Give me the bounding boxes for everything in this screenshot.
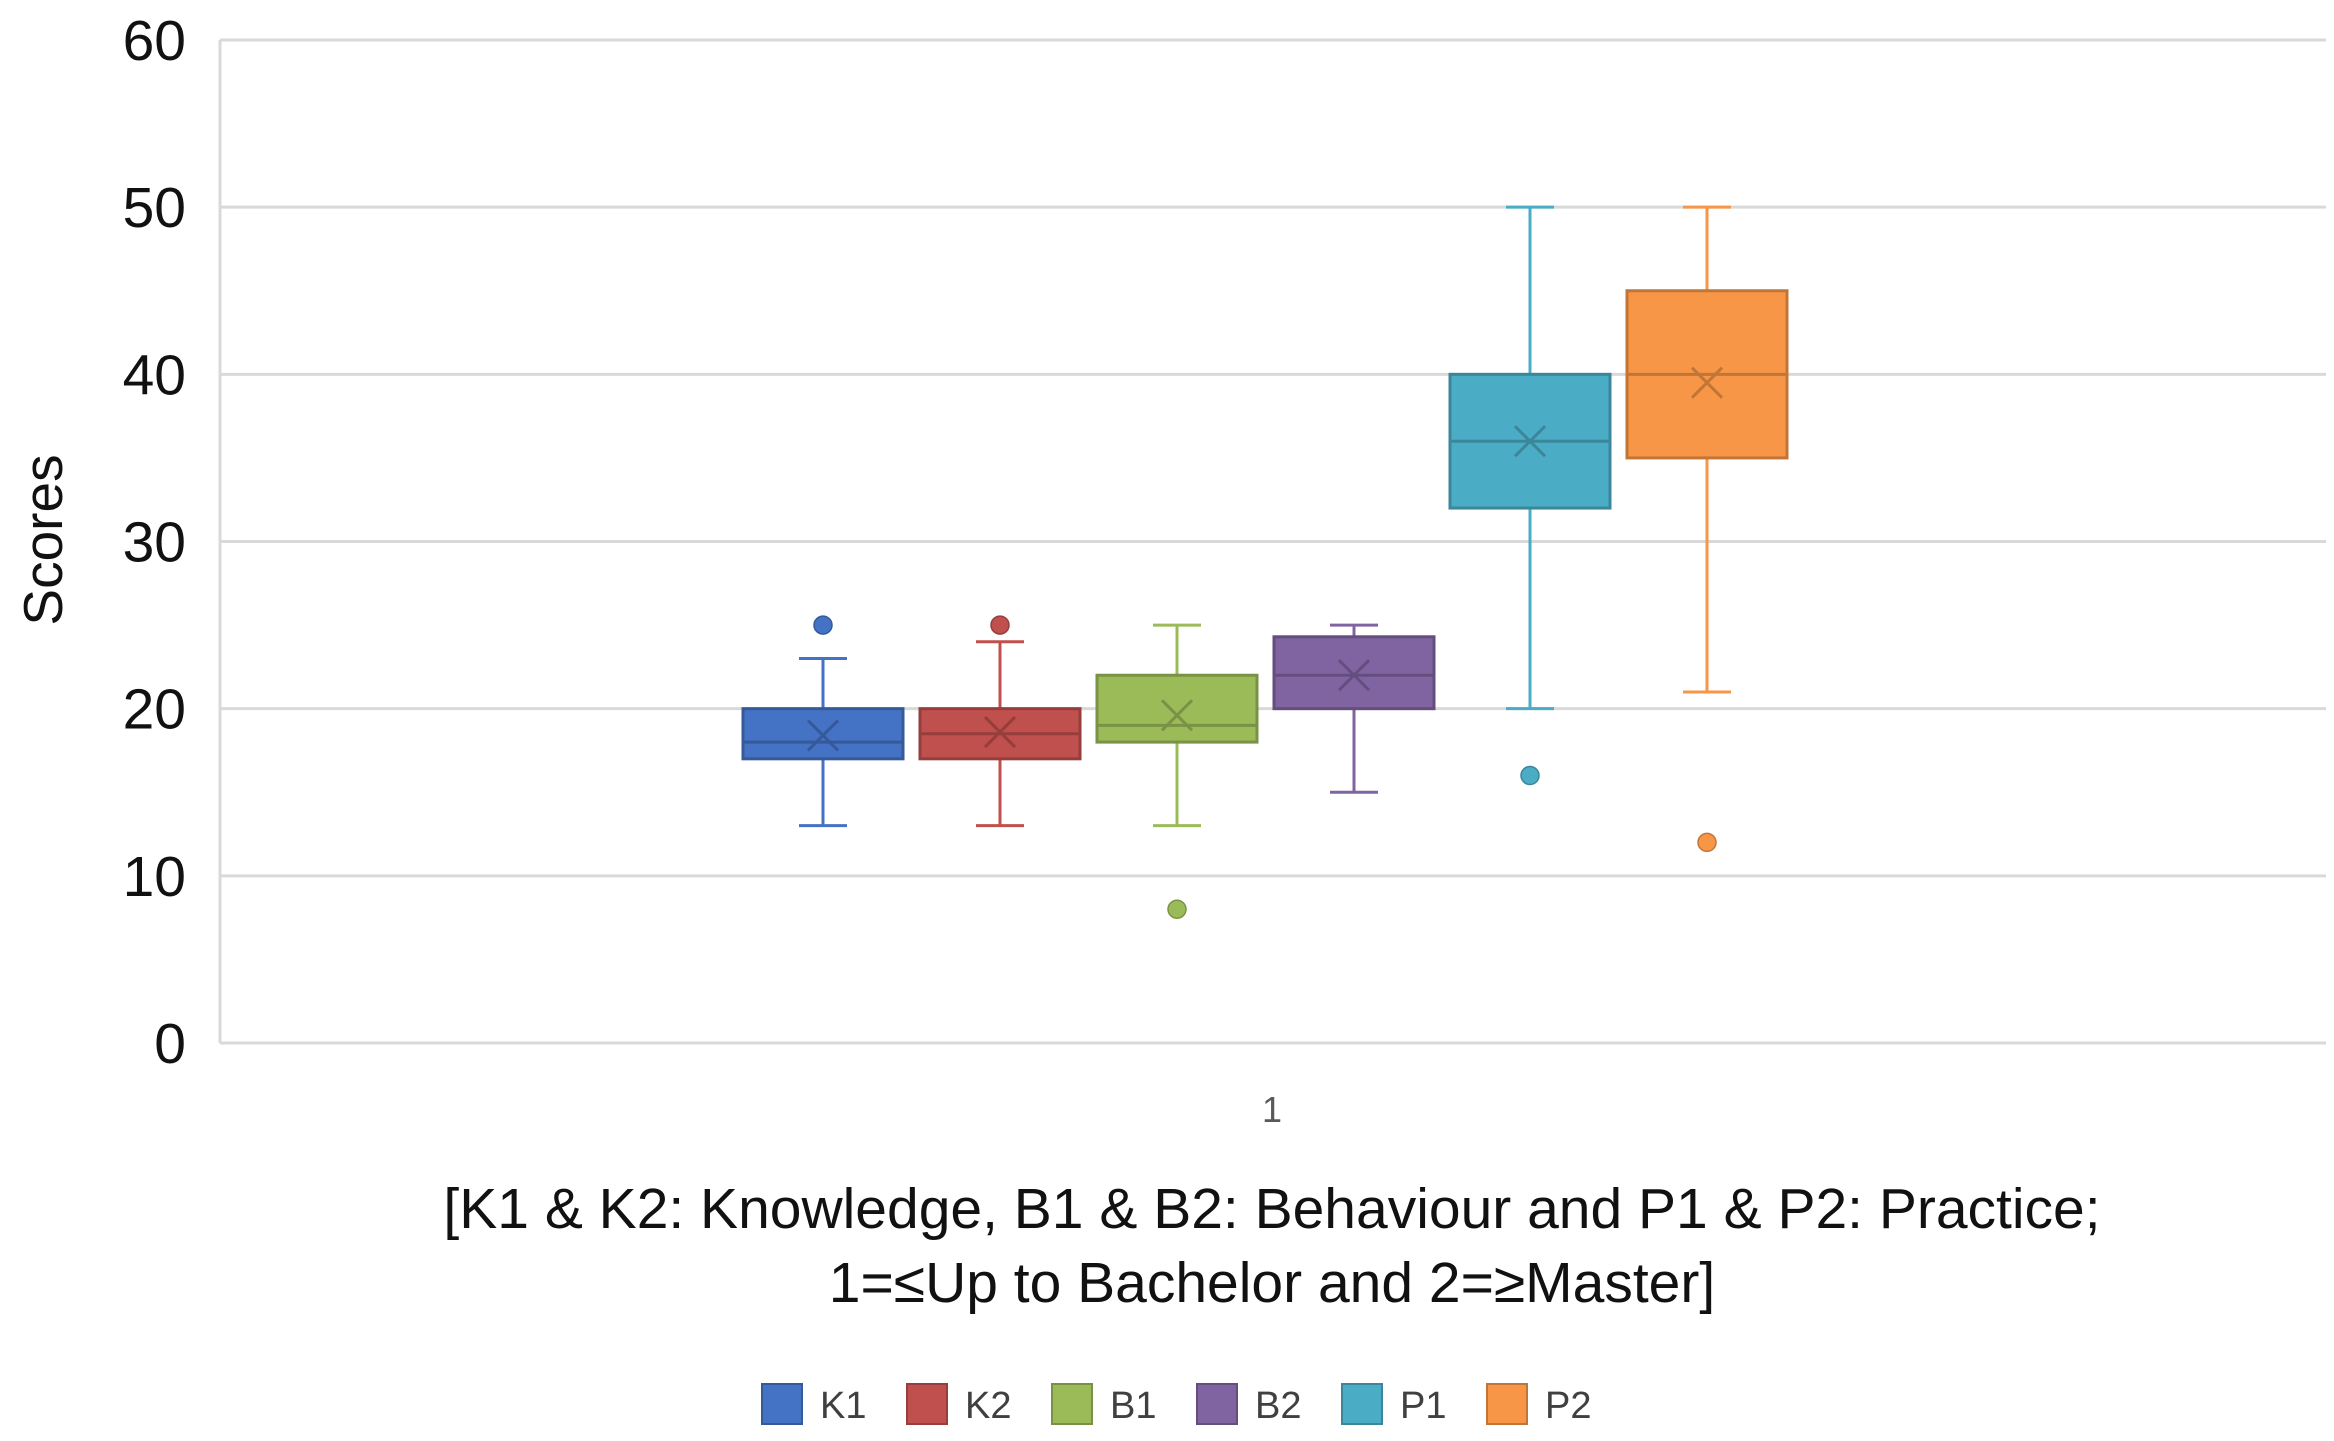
x-axis-label-line-2: 1=≤Up to Bachelor and 2=≥Master] [829, 1251, 1715, 1315]
box-P1 [1448, 205, 1612, 786]
x-tick-label: 1 [1262, 1089, 1282, 1130]
y-tick-40: 40 [123, 343, 186, 407]
mean-marker-P2 [1690, 366, 1724, 399]
x-axis-label-line-1: [K1 & K2: Knowledge, B1 & B2: Behaviour … [443, 1177, 2100, 1241]
mean-marker-K1 [806, 719, 840, 752]
gridlines [218, 38, 2326, 1045]
y-tick-60: 60 [123, 9, 186, 73]
outlier-P2-0 [1697, 832, 1717, 853]
y-axis-label: Scores [12, 454, 74, 625]
legend: K1 K2 B1 B2 P1 P2 [761, 1383, 1591, 1427]
mean-marker-B2 [1337, 659, 1371, 692]
y-tick-50: 50 [123, 176, 186, 240]
box-K2 [918, 615, 1082, 828]
iqr-box-B1 [1095, 673, 1259, 744]
legend-label-P1: P1 [1400, 1385, 1446, 1427]
outlier-K2-0 [990, 615, 1010, 635]
legend-label-K1: K1 [820, 1385, 866, 1427]
legend-swatch-B1 [1051, 1383, 1093, 1425]
legend-label-P2: P2 [1545, 1385, 1591, 1427]
legend-swatch-B2 [1196, 1383, 1238, 1425]
box-B2 [1272, 623, 1436, 794]
box-P2 [1625, 205, 1789, 853]
iqr-box-B2 [1272, 635, 1436, 711]
legend-item-P1: P1 [1341, 1383, 1446, 1427]
y-tick-10: 10 [123, 845, 186, 909]
box-K1 [741, 615, 905, 828]
y-tick-20: 20 [123, 678, 186, 742]
y-tick-labels: 0 10 20 30 40 50 60 [123, 9, 186, 1076]
legend-swatch-K2 [906, 1383, 948, 1425]
legend-item-B2: B2 [1196, 1383, 1301, 1427]
boxes [741, 205, 1789, 920]
outlier-B1-0 [1167, 899, 1187, 920]
legend-label-B1: B1 [1110, 1385, 1156, 1427]
outlier-K1-0 [813, 615, 833, 635]
legend-swatch-K1 [761, 1383, 803, 1425]
legend-item-P2: P2 [1486, 1383, 1591, 1427]
mean-marker-B1 [1160, 699, 1194, 732]
legend-label-B2: B2 [1255, 1385, 1301, 1427]
outlier-P1-0 [1520, 765, 1540, 786]
box-B1 [1095, 623, 1259, 920]
legend-item-K2: K2 [906, 1383, 1011, 1427]
legend-item-K1: K1 [761, 1383, 866, 1427]
legend-item-B1: B1 [1051, 1383, 1156, 1427]
legend-swatch-P2 [1486, 1383, 1528, 1425]
legend-label-K2: K2 [965, 1385, 1011, 1427]
mean-marker-K2 [983, 716, 1017, 749]
y-tick-30: 30 [123, 511, 186, 575]
legend-swatch-P1 [1341, 1383, 1383, 1425]
mean-marker-P1 [1513, 425, 1547, 458]
y-tick-0: 0 [154, 1012, 186, 1076]
